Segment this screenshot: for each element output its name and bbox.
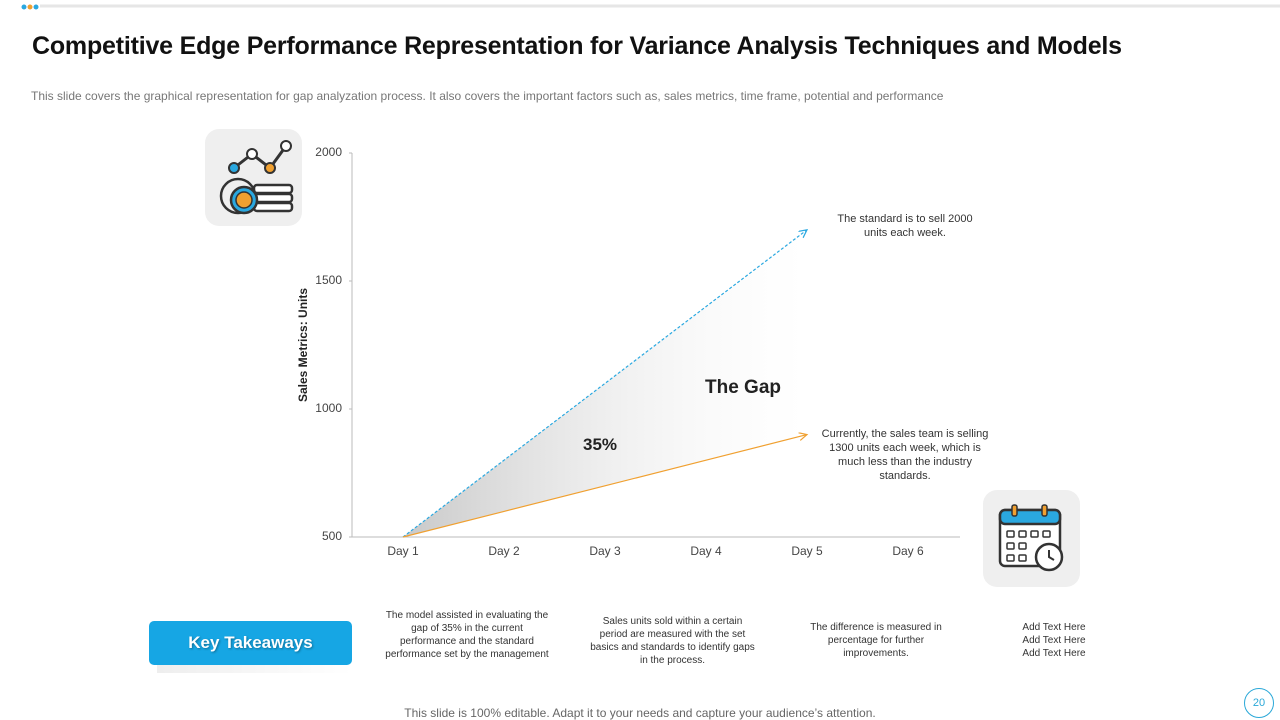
x-tick-label: Day 1 xyxy=(387,544,419,558)
button-shadow xyxy=(157,665,352,673)
takeaway: The model assisted in evaluating the gap… xyxy=(385,610,549,660)
takeaway: Sales units sold within a certain period… xyxy=(590,616,755,666)
sales-icon xyxy=(205,129,302,226)
subtitle: This slide covers the graphical represen… xyxy=(31,89,944,103)
dot xyxy=(21,4,27,10)
x-tick-label: Day 4 xyxy=(690,544,722,558)
y-axis-label: Sales Metrics: Units xyxy=(296,288,310,402)
page-number: 20 xyxy=(1244,688,1274,718)
takeaway: Add Text Here Add Text Here Add Text Her… xyxy=(1022,622,1086,659)
title: Competitive Edge Performance Representat… xyxy=(32,32,1122,60)
y-tick-label: 2000 xyxy=(315,145,342,159)
x-tick-label: Day 5 xyxy=(791,544,823,558)
x-tick-label: Day 3 xyxy=(589,544,621,558)
y-tick-label: 500 xyxy=(322,529,342,543)
dot xyxy=(33,4,39,10)
series-line xyxy=(402,435,807,538)
key-takeaways: Key Takeaways xyxy=(149,621,352,665)
x-tick-label: Day 6 xyxy=(892,544,924,558)
footer: This slide is 100% editable. Adapt it to… xyxy=(404,706,876,720)
annotation: Currently, the sales team is selling 130… xyxy=(821,428,989,482)
dot xyxy=(27,4,33,10)
y-tick-label: 1500 xyxy=(315,273,342,287)
annotation: The standard is to sell 2000 units each … xyxy=(837,213,973,239)
series-line xyxy=(402,230,807,538)
gap-percent: 35% xyxy=(582,435,618,454)
y-tick-label: 1000 xyxy=(315,401,342,415)
takeaway: The difference is measured in percentage… xyxy=(810,622,942,659)
x-tick-label: Day 2 xyxy=(488,544,520,558)
gap-label: The Gap xyxy=(704,377,781,398)
calendar-icon xyxy=(983,490,1080,587)
